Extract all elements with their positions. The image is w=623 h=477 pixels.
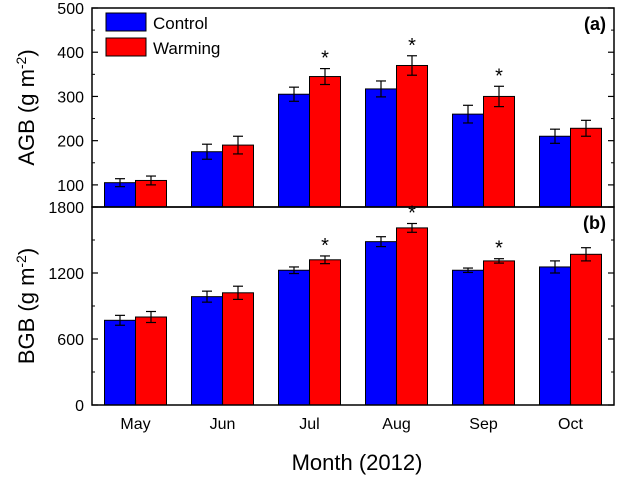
- bar-warming-aug: [396, 227, 428, 406]
- y-tick-label: 1200: [48, 266, 84, 283]
- y-tick-label: 100: [57, 178, 84, 195]
- plot-frame: [91, 206, 615, 406]
- bar-control-sep: [452, 269, 484, 406]
- significance-star: *: [408, 203, 416, 225]
- x-axis-title: Month (2012): [292, 450, 423, 475]
- bar-control-oct: [539, 135, 571, 208]
- bar-warming-sep: [483, 95, 515, 208]
- bar-control-jul: [278, 93, 310, 208]
- bar-warming-jul: [309, 76, 341, 208]
- bar-control-sep: [452, 113, 484, 208]
- significance-star: *: [321, 48, 329, 70]
- bar-control-oct: [539, 266, 571, 406]
- significance-star: *: [408, 35, 416, 57]
- y-tick-label: 300: [57, 89, 84, 106]
- y-tick-label: 1800: [48, 200, 84, 217]
- bar-control-may: [104, 319, 136, 406]
- significance-star: *: [495, 238, 503, 260]
- bar-warming-jul: [309, 259, 341, 406]
- y-tick-label: 600: [57, 332, 84, 349]
- bar-warming-oct: [570, 253, 602, 406]
- legend: Control Warming: [105, 12, 220, 58]
- bar-control-jul: [278, 269, 310, 406]
- bar-warming-aug: [396, 64, 428, 208]
- x-tick-label: Jun: [210, 416, 236, 433]
- panel-a-agb: 100 200 300 400 500 * * * (a) AGB (g m-2): [13, 1, 615, 208]
- x-tick-label: Aug: [382, 416, 410, 433]
- y-axis-title: AGB (g m-2): [13, 49, 39, 165]
- bar-control-aug: [365, 241, 397, 406]
- y-tick-label: 500: [57, 1, 84, 18]
- y-axis-title: BGB (g m-2): [13, 248, 39, 364]
- significance-star: *: [495, 65, 503, 87]
- panel-label: (a): [584, 14, 606, 34]
- bar-warming-oct: [570, 127, 602, 208]
- x-tick-label: Jul: [299, 416, 319, 433]
- bar-warming-sep: [483, 260, 515, 406]
- bar-control-aug: [365, 88, 397, 208]
- significance-star: *: [321, 235, 329, 257]
- x-tick-label: Oct: [558, 416, 583, 433]
- plot-frame: [91, 7, 615, 208]
- legend-label-warming: Warming: [153, 39, 220, 58]
- legend-swatch-control: [105, 12, 147, 32]
- y-tick-label: 400: [57, 45, 84, 62]
- legend-label-control: Control: [153, 14, 208, 33]
- x-tick-label: Sep: [469, 416, 498, 433]
- legend-swatch-warming: [105, 37, 147, 57]
- bar-control-jun: [191, 296, 223, 406]
- bar-control-jun: [191, 151, 223, 208]
- x-tick-label: May: [120, 416, 150, 433]
- y-tick-label: 0: [75, 398, 84, 415]
- panel-label: (b): [583, 213, 606, 233]
- bar-warming-jun: [222, 292, 254, 406]
- y-tick-label: 200: [57, 134, 84, 151]
- bar-warming-may: [135, 316, 167, 406]
- panel-b-bgb: 0 600 1200 1800 May Jun * Jul * Aug * Sep Oct (b) BGB …: [13, 200, 615, 433]
- bar-warming-jun: [222, 144, 254, 208]
